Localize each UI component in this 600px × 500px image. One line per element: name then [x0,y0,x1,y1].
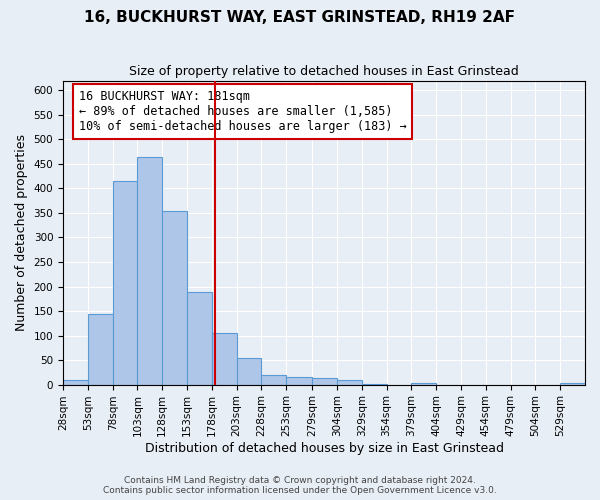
Bar [236,358,262,384]
Bar [162,210,187,384]
Bar [63,380,88,384]
Text: 16 BUCKHURST WAY: 181sqm
← 89% of detached houses are smaller (1,585)
10% of sem: 16 BUCKHURST WAY: 181sqm ← 89% of detach… [79,90,406,132]
Bar [137,156,162,384]
Bar [412,383,436,384]
Text: Contains HM Land Registry data © Crown copyright and database right 2024.
Contai: Contains HM Land Registry data © Crown c… [103,476,497,495]
Title: Size of property relative to detached houses in East Grinstead: Size of property relative to detached ho… [129,65,519,78]
Bar [113,181,137,384]
Bar [560,383,585,384]
Bar [286,377,312,384]
Bar [312,378,337,384]
Bar [212,333,236,384]
X-axis label: Distribution of detached houses by size in East Grinstead: Distribution of detached houses by size … [145,442,503,455]
Bar [88,314,113,384]
Bar [337,380,362,384]
Text: 16, BUCKHURST WAY, EAST GRINSTEAD, RH19 2AF: 16, BUCKHURST WAY, EAST GRINSTEAD, RH19 … [85,10,515,25]
Bar [262,375,286,384]
Y-axis label: Number of detached properties: Number of detached properties [15,134,28,331]
Bar [187,292,212,384]
